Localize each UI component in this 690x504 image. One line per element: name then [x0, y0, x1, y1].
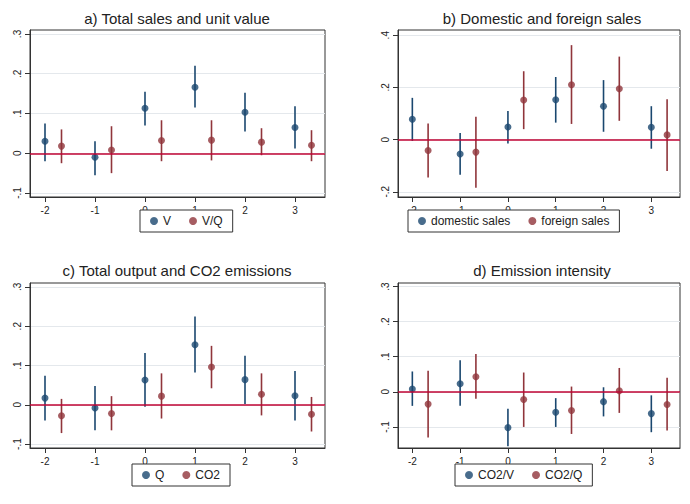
svg-text:3: 3 [292, 456, 298, 467]
svg-text:-.1: -.1 [12, 187, 23, 199]
svg-text:0: 0 [12, 150, 23, 156]
svg-text:-.2: -.2 [380, 186, 391, 198]
svg-text:.1: .1 [12, 361, 23, 370]
svg-text:0: 0 [505, 455, 511, 467]
svg-text:a) Total sales and unit value: a) Total sales and unit value [84, 10, 270, 27]
svg-text:1: 1 [552, 455, 559, 467]
svg-text:.2: .2 [12, 69, 23, 78]
svg-text:V/Q: V/Q [202, 214, 223, 228]
svg-text:CO2: CO2 [195, 468, 220, 482]
svg-text:1: 1 [192, 455, 198, 467]
svg-text:-2: -2 [408, 456, 417, 467]
svg-text:-.1: -.1 [380, 421, 391, 433]
svg-text:-.1: -.1 [12, 438, 23, 450]
svg-text:.2: .2 [12, 322, 23, 331]
svg-text:3: 3 [292, 205, 298, 216]
svg-text:c) Total output and CO2 emissi: c) Total output and CO2 emissions [62, 262, 291, 279]
svg-text:2: 2 [242, 205, 248, 216]
svg-text:foreign sales: foreign sales [541, 214, 609, 228]
svg-text:.3: .3 [380, 282, 391, 291]
svg-text:0: 0 [380, 136, 391, 142]
svg-text:.1: .1 [12, 109, 23, 118]
svg-text:0: 0 [12, 402, 23, 408]
svg-text:-2: -2 [41, 456, 50, 467]
svg-text:CO2/Q: CO2/Q [545, 468, 582, 482]
svg-text:Q: Q [155, 468, 164, 482]
svg-text:2: 2 [601, 456, 607, 467]
svg-text:0: 0 [380, 389, 391, 395]
svg-text:.3: .3 [12, 29, 23, 38]
svg-text:.2: .2 [380, 83, 391, 92]
svg-text:-1: -1 [91, 205, 100, 216]
svg-text:3: 3 [649, 456, 655, 467]
svg-text:d) Emission intensity: d) Emission intensity [473, 262, 611, 279]
svg-text:.3: .3 [12, 282, 23, 291]
svg-text:V: V [163, 214, 171, 228]
svg-text:domestic sales: domestic sales [431, 214, 510, 228]
svg-text:0: 0 [142, 455, 148, 467]
svg-text:-1: -1 [455, 455, 465, 467]
svg-text:2: 2 [242, 456, 248, 467]
svg-text:.4: .4 [380, 31, 391, 40]
svg-text:3: 3 [649, 205, 655, 216]
svg-text:b) Domestic and foreign sales: b) Domestic and foreign sales [443, 10, 641, 27]
svg-text:CO2/V: CO2/V [478, 468, 514, 482]
svg-text:.1: .1 [380, 352, 391, 361]
svg-text:-1: -1 [91, 456, 100, 467]
svg-text:.2: .2 [380, 317, 391, 326]
svg-text:-2: -2 [41, 205, 50, 216]
